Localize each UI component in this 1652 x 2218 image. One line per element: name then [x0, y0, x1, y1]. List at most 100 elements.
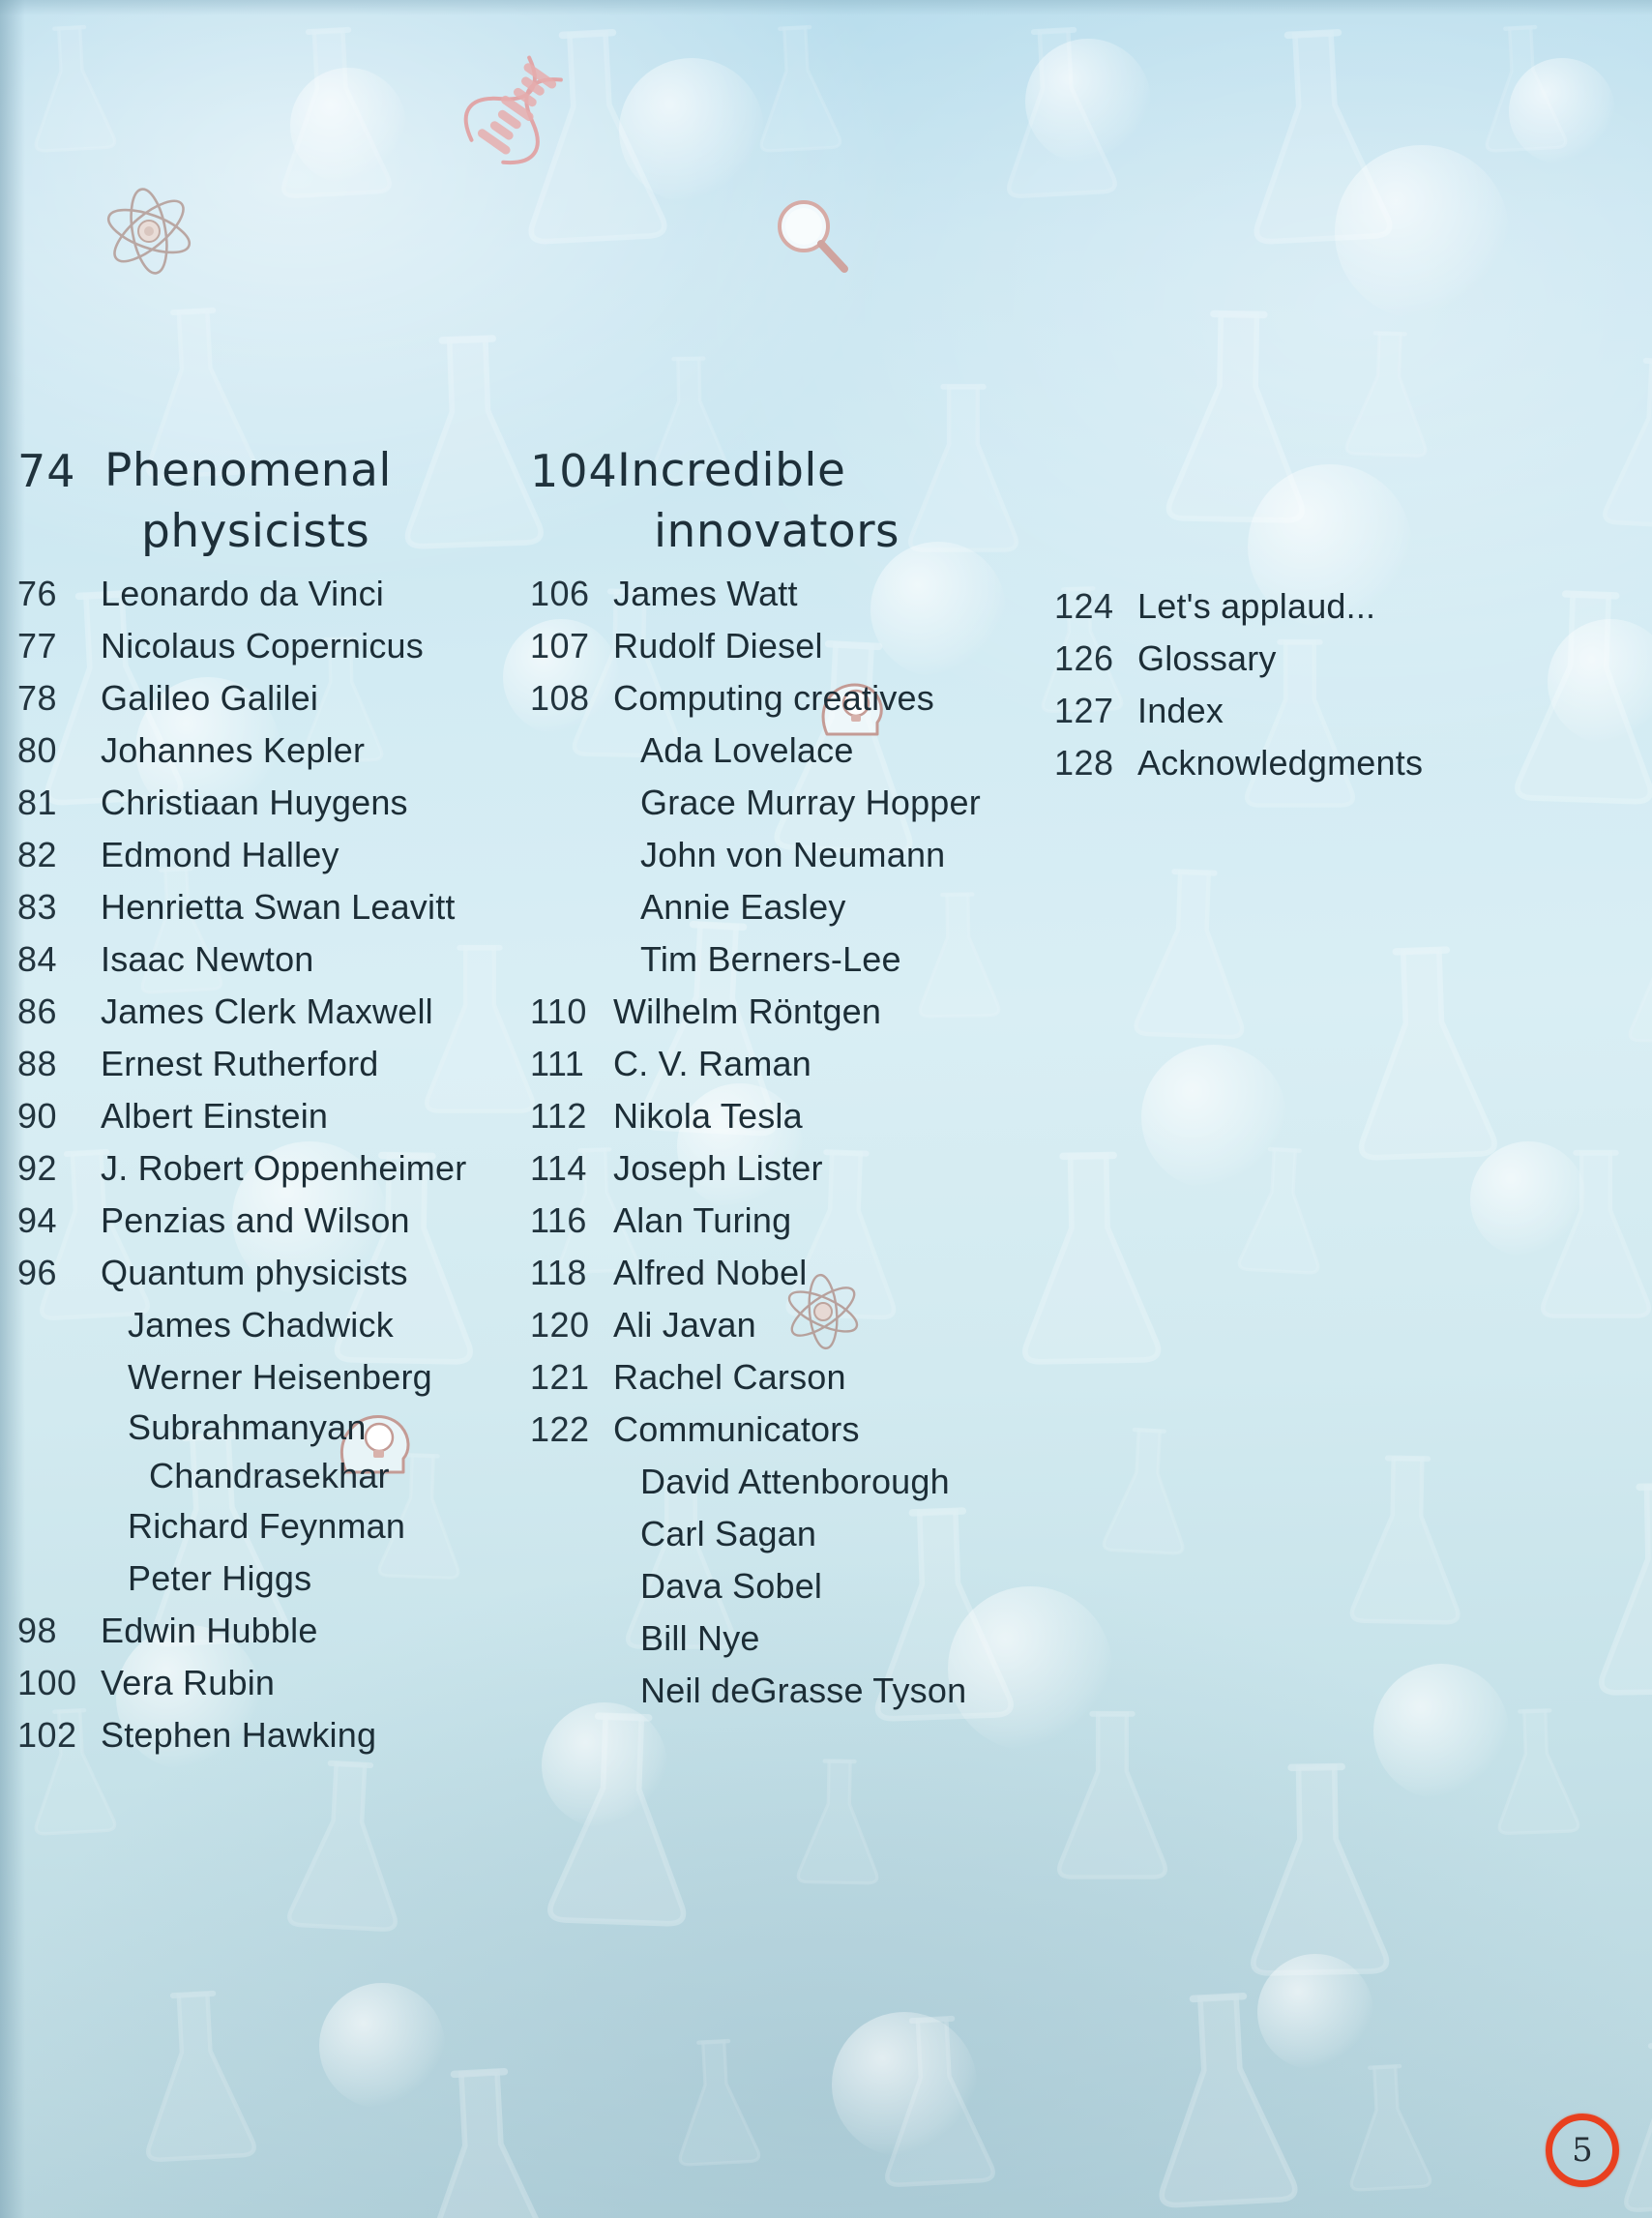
section-heading-phenomenal-physicists[interactable]: 74 Phenomenal physicists: [17, 440, 520, 562]
section-heading-title: Phenomenal physicists: [101, 440, 392, 562]
toc-entry[interactable]: 116 Alan Turing: [530, 1195, 1014, 1247]
toc-entry-page-number: 86: [17, 991, 58, 1031]
toc-sub-entry[interactable]: Carl Sagan: [530, 1508, 1014, 1560]
toc-entry[interactable]: 106 James Watt: [530, 568, 1014, 620]
toc-sub-entry[interactable]: Ada Lovelace: [530, 725, 1014, 777]
toc-entry[interactable]: 100 Vera Rubin: [17, 1657, 520, 1709]
toc-sub-entry[interactable]: Richard Feynman: [17, 1500, 520, 1553]
toc-entry-page-number: 98: [17, 1611, 58, 1650]
toc-entry[interactable]: 126 Glossary: [1054, 633, 1596, 685]
toc-entry-label: Glossary: [1137, 638, 1277, 678]
toc-entry[interactable]: 84 Isaac Newton: [17, 933, 520, 986]
page-number-badge: 5: [1546, 2114, 1619, 2187]
toc-entry-page-number: 88: [17, 1044, 58, 1083]
toc-entry[interactable]: 88 Ernest Rutherford: [17, 1038, 520, 1090]
page-edge-top: [0, 0, 1652, 15]
toc-entry[interactable]: 110 Wilhelm Röntgen: [530, 986, 1014, 1038]
toc-entry-page-number: 81: [17, 783, 58, 822]
toc-entry[interactable]: 77 Nicolaus Copernicus: [17, 620, 520, 672]
toc-entry-label-line1: Subrahmanyan: [128, 1407, 367, 1447]
section-heading-line1: Incredible: [617, 444, 846, 497]
toc-sub-entry[interactable]: Werner Heisenberg: [17, 1351, 520, 1404]
toc-sub-entry[interactable]: Subrahmanyan Chandrasekhar: [17, 1404, 520, 1500]
toc-entry[interactable]: 107 Rudolf Diesel: [530, 620, 1014, 672]
toc-entry-page-number: 107: [530, 626, 590, 665]
toc-entry[interactable]: 120 Ali Javan: [530, 1299, 1014, 1351]
toc-entry-label: Ali Javan: [613, 1305, 756, 1345]
toc-entry-label: Alan Turing: [613, 1200, 792, 1240]
toc-entry-list-one: 76 Leonardo da Vinci 77 Nicolaus Copernicus…: [17, 568, 520, 1761]
toc-entry-label: Vera Rubin: [101, 1663, 276, 1702]
toc-entry[interactable]: 82 Edmond Halley: [17, 829, 520, 881]
toc-entry[interactable]: 118 Alfred Nobel: [530, 1247, 1014, 1299]
toc-entry[interactable]: 108 Computing creatives: [530, 672, 1014, 725]
toc-entry-label: Edmond Halley: [101, 835, 339, 874]
toc-entry[interactable]: 78 Galileo Galilei: [17, 672, 520, 725]
toc-entry-label: J. Robert Oppenheimer: [101, 1148, 467, 1188]
toc-entry-page-number: 100: [17, 1663, 77, 1702]
toc-entry-label: Galileo Galilei: [101, 678, 319, 718]
toc-entry-page-number: 82: [17, 835, 58, 874]
toc-entry[interactable]: 124 Let's applaud...: [1054, 580, 1596, 633]
toc-entry[interactable]: 98 Edwin Hubble: [17, 1605, 520, 1657]
toc-entry-page-number: 94: [17, 1200, 58, 1240]
toc-entry[interactable]: 127 Index: [1054, 685, 1596, 737]
toc-entry[interactable]: 83 Henrietta Swan Leavitt: [17, 881, 520, 933]
toc-sub-entry[interactable]: John von Neumann: [530, 829, 1014, 881]
toc-entry-page-number: 116: [530, 1200, 587, 1240]
toc-entry-label: Ernest Rutherford: [101, 1044, 379, 1083]
toc-entry[interactable]: 96 Quantum physicists: [17, 1247, 520, 1299]
toc-sub-entry[interactable]: Bill Nye: [530, 1612, 1014, 1665]
toc-entry[interactable]: 76 Leonardo da Vinci: [17, 568, 520, 620]
toc-entry[interactable]: 90 Albert Einstein: [17, 1090, 520, 1142]
toc-entry-label: Subrahmanyan Chandrasekhar: [101, 1404, 390, 1500]
toc-entry-page-number: 121: [530, 1357, 590, 1397]
toc-entry-page-number: 84: [17, 939, 58, 979]
toc-sub-entry[interactable]: Peter Higgs: [17, 1553, 520, 1605]
toc-sub-entry[interactable]: Grace Murray Hopper: [530, 777, 1014, 829]
toc-entry-label: Isaac Newton: [101, 939, 314, 979]
toc-entry-label: John von Neumann: [640, 835, 946, 874]
toc-entry-page-number: 114: [530, 1148, 587, 1188]
toc-sub-entry[interactable]: Tim Berners-Lee: [530, 933, 1014, 986]
toc-entry[interactable]: 122 Communicators: [530, 1404, 1014, 1456]
page-edge-left: [0, 0, 25, 2218]
toc-entry[interactable]: 81 Christiaan Huygens: [17, 777, 520, 829]
toc-entry-label: Index: [1137, 691, 1224, 730]
toc-sub-entry[interactable]: James Chadwick: [17, 1299, 520, 1351]
toc-entry-page-number: 102: [17, 1715, 77, 1755]
toc-entry-page-number: 120: [530, 1305, 590, 1345]
toc-entry-page-number: 78: [17, 678, 58, 718]
toc-entry-label: Wilhelm Röntgen: [613, 991, 882, 1031]
toc-entry-page-number: 76: [17, 574, 58, 613]
toc-entry-label: Neil deGrasse Tyson: [640, 1671, 967, 1710]
toc-entry[interactable]: 102 Stephen Hawking: [17, 1709, 520, 1761]
toc-entry[interactable]: 121 Rachel Carson: [530, 1351, 1014, 1404]
toc-entry-page-number: 112: [530, 1096, 587, 1136]
toc-entry[interactable]: 112 Nikola Tesla: [530, 1090, 1014, 1142]
toc-entry[interactable]: 114 Joseph Lister: [530, 1142, 1014, 1195]
section-heading-number: 104: [530, 445, 618, 497]
toc-entry[interactable]: 111 C. V. Raman: [530, 1038, 1014, 1090]
toc-entry-label: Bill Nye: [640, 1618, 760, 1658]
section-heading-incredible-innovators[interactable]: 104 Incredible innovators: [530, 440, 1014, 562]
toc-entry[interactable]: 128 Acknowledgments: [1054, 737, 1596, 789]
toc-entry-page-number: 127: [1054, 691, 1114, 730]
toc-entry[interactable]: 80 Johannes Kepler: [17, 725, 520, 777]
toc-entry-label: David Attenborough: [640, 1462, 950, 1501]
toc-entry-page-number: 96: [17, 1253, 58, 1292]
toc-entry-page-number: 118: [530, 1253, 587, 1292]
toc-column-two: 104 Incredible innovators 106 James Watt 10…: [530, 440, 1014, 1717]
toc-entry-page-number: 92: [17, 1148, 58, 1188]
toc-sub-entry[interactable]: David Attenborough: [530, 1456, 1014, 1508]
toc-entry[interactable]: 86 James Clerk Maxwell: [17, 986, 520, 1038]
toc-entry-page-number: 111: [530, 1044, 585, 1083]
toc-sub-entry[interactable]: Neil deGrasse Tyson: [530, 1665, 1014, 1717]
toc-entry-label: Albert Einstein: [101, 1096, 329, 1136]
toc-entry[interactable]: 94 Penzias and Wilson: [17, 1195, 520, 1247]
toc-entry[interactable]: 92 J. Robert Oppenheimer: [17, 1142, 520, 1195]
toc-sub-entry[interactable]: Annie Easley: [530, 881, 1014, 933]
page-number-ring: [1546, 2114, 1619, 2187]
toc-sub-entry[interactable]: Dava Sobel: [530, 1560, 1014, 1612]
